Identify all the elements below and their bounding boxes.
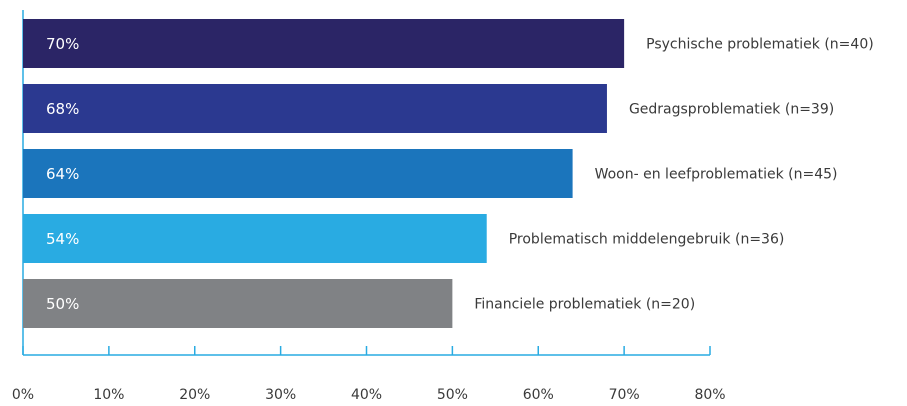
x-tick-label: 70% bbox=[609, 387, 640, 402]
value-label: 54% bbox=[46, 230, 79, 248]
x-tick-label: 0% bbox=[12, 387, 34, 402]
bar bbox=[23, 19, 625, 68]
value-label: 70% bbox=[46, 35, 79, 53]
x-tick-label: 80% bbox=[694, 387, 725, 402]
category-label: Financiele problematiek (n=20) bbox=[474, 297, 695, 313]
bar bbox=[23, 84, 607, 133]
category-label: Woon- en leefproblematiek (n=45) bbox=[595, 167, 838, 183]
x-tick-label: 10% bbox=[93, 387, 124, 402]
category-label: Gedragsproblematiek (n=39) bbox=[629, 102, 834, 118]
bar bbox=[23, 279, 453, 328]
bar bbox=[23, 214, 487, 263]
x-tick-label: 30% bbox=[265, 387, 296, 402]
value-label: 50% bbox=[46, 295, 79, 313]
value-label: 68% bbox=[46, 100, 79, 118]
x-tick-label: 50% bbox=[437, 387, 468, 402]
category-label: Psychische problematiek (n=40) bbox=[646, 37, 874, 53]
x-tick-label: 40% bbox=[351, 387, 382, 402]
x-tick-label: 60% bbox=[523, 387, 554, 402]
category-label: Problematisch middelengebruik (n=36) bbox=[509, 232, 785, 248]
bar bbox=[23, 149, 573, 198]
x-tick-label: 20% bbox=[179, 387, 210, 402]
value-label: 64% bbox=[46, 165, 79, 183]
